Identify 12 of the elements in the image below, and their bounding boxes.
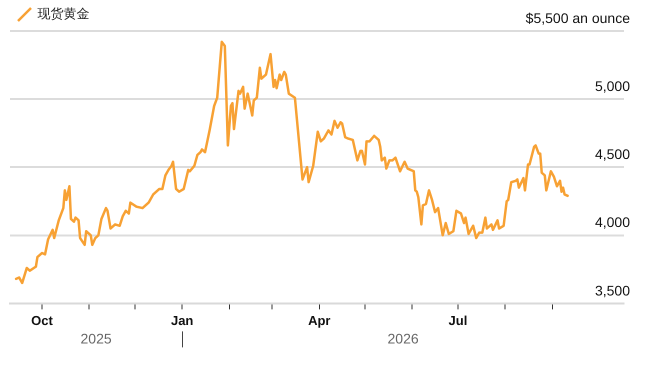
y-tick-label: 3,500	[594, 282, 630, 298]
x-tick-label: Jan	[170, 312, 194, 328]
x-tick-label: Oct	[31, 312, 54, 328]
text: 2025	[80, 330, 112, 346]
y-tick-label: 4,000	[594, 214, 630, 230]
y-tick-label: 4,500	[594, 146, 630, 162]
x-tick-label: Apr	[308, 312, 330, 328]
legend-label: 现货黄金	[38, 6, 90, 22]
y-tick-label: $5,500 an ounce	[526, 10, 630, 26]
x-tick-label: Jul	[448, 312, 468, 328]
text: 2026	[388, 330, 419, 346]
y-tick-label: 5,000	[594, 78, 630, 94]
